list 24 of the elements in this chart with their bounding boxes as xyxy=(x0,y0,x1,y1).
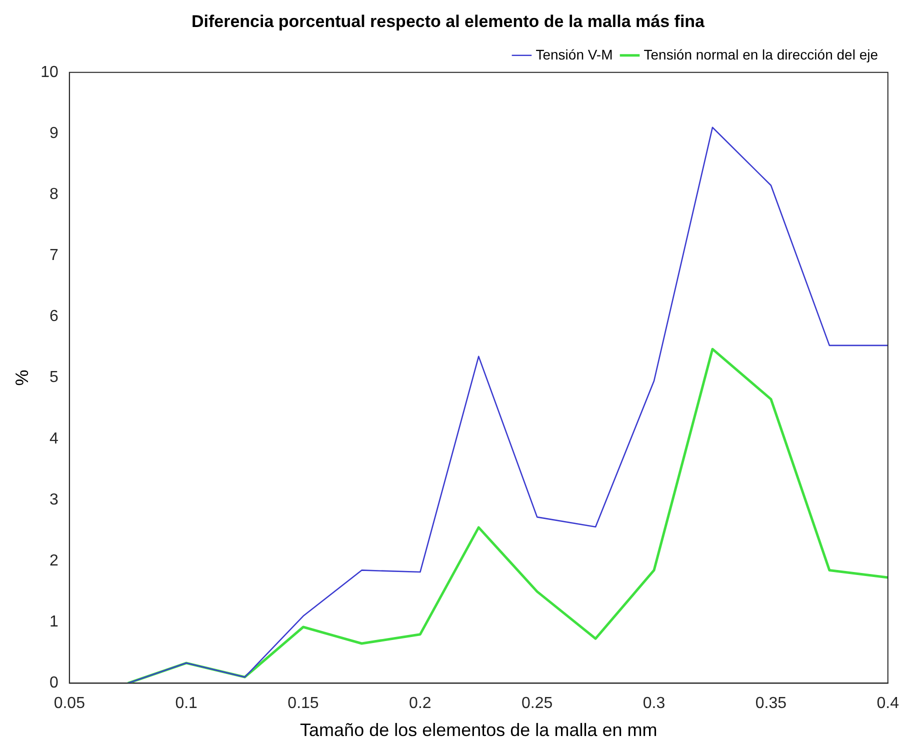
x-tick-label: 0.3 xyxy=(642,695,666,712)
y-axis-title: % xyxy=(12,370,32,386)
y-tick-label: 7 xyxy=(49,247,58,264)
x-axis-title: Tamaño de los elementos de la malla en mm xyxy=(300,720,658,740)
legend-label: Tensión V-M xyxy=(536,46,613,62)
x-tick-label: 0.1 xyxy=(175,695,198,712)
y-tick-label: 5 xyxy=(49,369,58,386)
y-tick-label: 9 xyxy=(49,124,58,142)
x-tick-label: 0.15 xyxy=(288,695,319,712)
y-tick-label: 0 xyxy=(49,674,58,692)
y-tick-label: 2 xyxy=(49,552,58,570)
x-tick-label: 0.05 xyxy=(54,695,86,712)
x-tick-label: 0.35 xyxy=(755,695,787,712)
chart-title: Diferencia porcentual respecto al elemento de la malla más fina xyxy=(191,12,706,31)
x-tick-label: 0.25 xyxy=(522,695,553,712)
y-tick-label: 1 xyxy=(49,614,58,631)
y-tick-label: 8 xyxy=(49,186,58,203)
x-tick-label: 0.2 xyxy=(409,695,432,712)
y-tick-label: 4 xyxy=(49,430,58,448)
x-tick-label: 0.4 xyxy=(876,695,900,712)
y-tick-label: 10 xyxy=(40,64,58,81)
y-tick-label: 3 xyxy=(49,491,58,508)
y-tick-label: 6 xyxy=(49,308,58,326)
legend-label: Tensión normal en la dirección del eje xyxy=(644,46,878,62)
